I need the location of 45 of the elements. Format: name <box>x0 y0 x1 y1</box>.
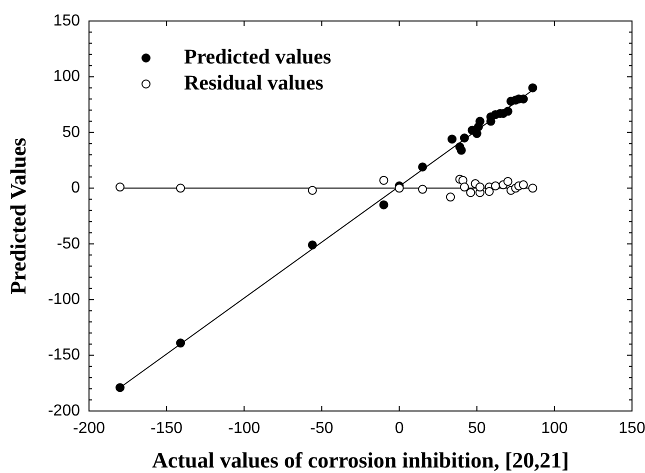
legend-label: Residual values <box>184 70 324 94</box>
point <box>475 116 484 126</box>
y-tick-label: 50 <box>62 124 80 141</box>
point <box>446 192 455 202</box>
y-tick-label: -100 <box>48 290 80 308</box>
x-tick-label: 0 <box>394 420 404 438</box>
y-axis-title: Predicted Values <box>6 137 31 294</box>
point <box>490 181 500 190</box>
point <box>528 83 538 92</box>
x-tick-label: 150 <box>618 420 645 438</box>
point <box>460 182 469 192</box>
x-tick-label: -50 <box>310 420 334 438</box>
x-tick-label: -100 <box>228 420 260 438</box>
point <box>460 134 469 142</box>
point <box>528 184 538 193</box>
point <box>503 106 512 116</box>
point <box>448 134 457 144</box>
point <box>379 200 388 210</box>
point <box>456 146 466 155</box>
point <box>466 188 476 198</box>
point <box>116 182 125 192</box>
point <box>308 186 317 195</box>
y-tick-label: 0 <box>71 180 80 197</box>
point <box>176 184 186 193</box>
point <box>484 186 494 196</box>
legend-label: Predicted values <box>184 44 332 68</box>
point <box>116 383 125 392</box>
y-tick-label: 150 <box>53 12 80 30</box>
x-tick-label: 100 <box>541 420 568 438</box>
y-tick-label: -200 <box>48 402 80 420</box>
y-tick-label: 100 <box>53 68 80 86</box>
point <box>418 162 428 172</box>
point <box>503 176 512 186</box>
x-tick-label: 50 <box>468 420 486 438</box>
point <box>518 180 528 190</box>
y-tick-label: -150 <box>48 346 80 364</box>
x-tick-label: -150 <box>150 420 183 438</box>
point <box>418 184 428 194</box>
y-tick-label: -50 <box>56 235 80 252</box>
point <box>394 184 404 193</box>
point <box>176 338 186 348</box>
point <box>379 176 388 185</box>
x-axis-title: Actual values of corrosion inhibition, [20,21] <box>152 448 570 473</box>
point <box>308 240 317 250</box>
point <box>475 182 484 192</box>
